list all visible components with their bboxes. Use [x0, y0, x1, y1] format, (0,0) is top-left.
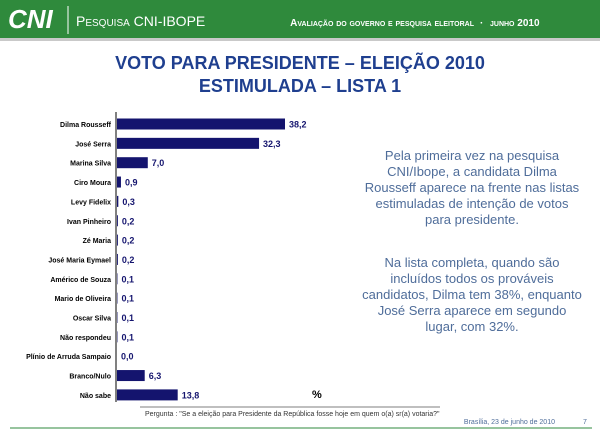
category-label: José Maria Eymael [48, 257, 111, 264]
logo: CNI [8, 4, 54, 34]
value-label: 0,1 [121, 294, 134, 304]
question: Pergunta : "Se a eleição para Presidente… [145, 411, 440, 418]
header-separator: · [480, 18, 483, 29]
header-date: junho 2010 [490, 18, 540, 29]
value-label: 13,8 [182, 390, 200, 400]
bar [117, 137, 260, 149]
bar [117, 389, 178, 401]
value-label: 0,2 [122, 255, 135, 265]
note: Pela primeira vez na pesquisa CNI/Ibope,… [364, 148, 580, 227]
value-label: 7,0 [152, 158, 165, 168]
bar [117, 215, 118, 227]
category-label: Mario de Oliveira [55, 296, 112, 303]
unit-label: % [312, 389, 322, 401]
value-label: 0,0 [121, 352, 134, 362]
category-label: Levy Fidelix [71, 199, 111, 206]
value-label: 0,1 [121, 274, 134, 284]
bar [117, 195, 119, 207]
value-label: 0,9 [125, 178, 138, 188]
page-number: 7 [583, 419, 587, 426]
category-label: Ciro Moura [74, 180, 111, 187]
value-label: 32,3 [263, 139, 281, 149]
category-label: Marina Silva [70, 161, 111, 168]
chart-title: VOTO PARA PRESIDENTE – ELEIÇÃO 2010 [115, 52, 485, 73]
chart-subtitle: ESTIMULADA – LISTA 1 [199, 76, 401, 96]
value-label: 0,1 [121, 332, 134, 342]
header-rule [0, 38, 600, 41]
category-label: Zé Maria [83, 238, 112, 245]
category-label: Américo de Souza [50, 277, 111, 284]
category-label: José Serra [75, 141, 111, 148]
category-label: Não respondeu [60, 335, 111, 342]
category-label: Oscar Silva [73, 316, 111, 323]
bar [117, 253, 118, 265]
value-label: 0,1 [121, 313, 134, 323]
category-label: Não sabe [80, 393, 111, 400]
value-label: 0,2 [122, 216, 135, 226]
bar [117, 176, 121, 188]
category-label: Plínio de Arruda Sampaio [26, 354, 111, 361]
header-right: Avaliação do governo e pesquisa eleitora… [290, 18, 475, 29]
note: Na lista completa, quando são incluídos … [362, 255, 582, 334]
bar [117, 234, 118, 246]
category-label: Branco/Nulo [69, 374, 111, 381]
value-label: 38,2 [289, 120, 307, 130]
value-label: 0,3 [122, 197, 135, 207]
bar [117, 118, 285, 130]
bar [117, 157, 148, 169]
value-label: 0,2 [122, 236, 135, 246]
bar [117, 370, 145, 382]
category-label: Ivan Pinheiro [67, 219, 111, 226]
category-label: Dilma Rousseff [60, 122, 112, 129]
header-band [0, 0, 600, 38]
place-date: Brasília, 23 de junho de 2010 [464, 419, 555, 426]
value-label: 6,3 [149, 371, 162, 381]
header-left: Pesquisa CNI-IBOPE [76, 13, 205, 29]
